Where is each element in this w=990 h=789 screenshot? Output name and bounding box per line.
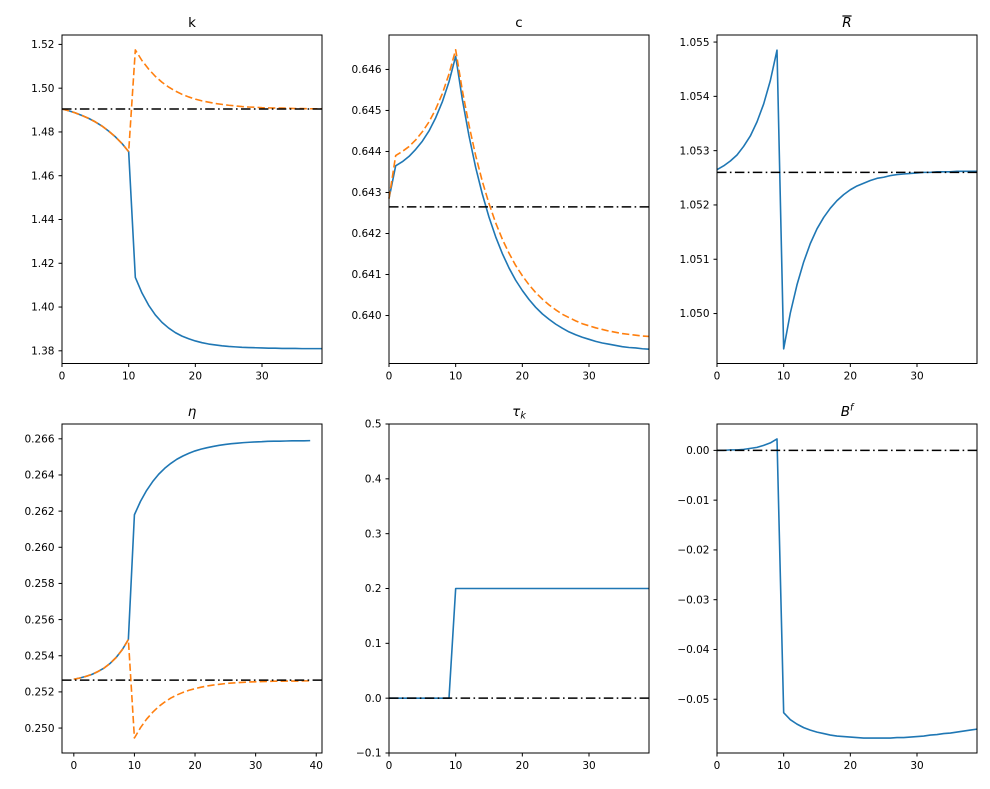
subplot-c: 0 10 20 30 0.640 0.641 0.642 0.643 0.644 0.645 0.6…	[351, 15, 650, 383]
y-tick-label: 1.053	[679, 145, 709, 157]
x-tick-label: 10	[777, 371, 790, 383]
x-tick-label: 0	[70, 760, 77, 772]
x-tick-label: 10	[449, 760, 462, 772]
x-tick-label: 30	[249, 760, 262, 772]
x-tick-label: 10	[777, 760, 790, 772]
series-dashed-path	[73, 638, 311, 739]
axes-spines	[716, 34, 978, 364]
x-tick-label: 20	[516, 760, 529, 772]
x-tick-label: 20	[189, 371, 202, 383]
y-tick-label: 0.644	[351, 146, 381, 158]
x-tick-label: 30	[255, 371, 268, 383]
y-tick-label: 1.052	[679, 200, 709, 212]
y-tick-label: 0.254	[24, 650, 54, 662]
y-tick-label: 1.054	[679, 91, 709, 103]
series-solid-path	[73, 439, 311, 681]
x-tick-label: 30	[910, 371, 923, 383]
series-dashed-path	[61, 49, 322, 153]
y-tick-label: 1.051	[679, 254, 709, 266]
x-tick-label: 10	[449, 371, 462, 383]
axes-spines	[716, 423, 978, 754]
x-tick-label: 10	[122, 371, 135, 383]
x-tick-label: 20	[516, 371, 529, 383]
subplot-title-k: k	[188, 15, 196, 31]
y-tick-label: 0.00	[686, 445, 709, 457]
series-solid-path	[716, 49, 977, 350]
y-tick-label: 0.646	[351, 64, 381, 76]
x-tick-label: 30	[582, 760, 595, 772]
x-tick-label: 0	[59, 371, 66, 383]
y-tick-label: 0.260	[24, 542, 54, 554]
series-solid-path	[388, 55, 650, 350]
x-tick-label: 0	[714, 371, 721, 383]
y-tick-label: 1.40	[31, 302, 54, 314]
y-tick-label: 0.643	[351, 187, 381, 199]
y-tick-label: −0.01	[677, 495, 709, 507]
y-tick-label: 0.5	[365, 419, 382, 431]
x-tick-label: 30	[910, 760, 923, 772]
y-tick-label: 0.266	[24, 434, 54, 446]
y-tick-label: 0.250	[24, 723, 54, 735]
y-tick-label: −0.1	[356, 748, 382, 760]
y-tick-label: 0.252	[24, 687, 54, 699]
x-tick-label: 0	[386, 760, 393, 772]
subplot-title-tau_k: τk	[512, 404, 526, 422]
y-tick-label: 0.3	[365, 528, 382, 540]
y-tick-label: 1.055	[679, 37, 709, 49]
y-tick-label: 1.44	[31, 214, 55, 226]
y-tick-label: 0.0	[365, 693, 382, 705]
subplot-title-eta: η	[188, 404, 197, 420]
y-tick-label: 0.641	[351, 269, 381, 281]
x-tick-label: 20	[188, 760, 201, 772]
axes-spines	[61, 34, 323, 364]
series-solid-path	[61, 108, 322, 350]
axes-spines	[61, 423, 323, 754]
y-tick-label: 0.258	[24, 578, 54, 590]
y-tick-label: −0.04	[677, 644, 709, 656]
y-tick-label: 1.52	[31, 39, 54, 51]
x-tick-label: 0	[714, 760, 721, 772]
x-tick-label: 40	[310, 760, 323, 772]
y-tick-label: 1.46	[31, 170, 55, 182]
y-tick-label: 0.1	[365, 638, 382, 650]
y-tick-label: −0.05	[677, 694, 709, 706]
subplot-title-Rbar: R	[842, 15, 851, 31]
y-tick-label: 0.4	[365, 474, 382, 486]
y-tick-label: 1.48	[31, 127, 54, 139]
y-tick-label: 1.42	[31, 258, 54, 270]
series-solid-path	[717, 438, 978, 739]
y-tick-label: −0.02	[677, 545, 709, 557]
y-tick-label: −0.03	[677, 594, 709, 606]
series-dashed-path	[388, 48, 650, 338]
subplot-eta: 0 10 20 30 40 0.250 0.252 0.254 0.256 0.258 0.260 0…	[24, 404, 322, 772]
x-tick-label: 30	[582, 371, 595, 383]
subplot-title-Bf: Bf	[841, 403, 855, 421]
y-tick-label: 1.50	[31, 83, 54, 95]
y-tick-label: 0.2	[365, 583, 382, 595]
y-tick-label: 1.38	[31, 346, 54, 358]
x-tick-label: 20	[844, 371, 857, 383]
subplot-k: 0 10 20 30 1.38 1.40 1.42 1.44 1.46 1.48 1.50 1.52 k	[31, 15, 323, 383]
series-solid-path	[389, 587, 649, 699]
y-tick-label: 1.050	[679, 308, 709, 320]
x-tick-label: 10	[128, 760, 141, 772]
y-tick-label: 0.264	[24, 470, 54, 482]
axes-spines	[388, 34, 650, 364]
y-tick-label: 0.262	[24, 506, 54, 518]
y-tick-label: 0.640	[351, 310, 381, 322]
y-tick-label: 0.256	[24, 614, 54, 626]
subplot-Bf: 0 10 20 30 −0.05 −0.04 −0.03 −0.02 −0.01 0.00 Bf	[677, 403, 978, 772]
subplot-tau_k: 0 10 20 30 −0.1 0.0 0.1 0.2 0.3 0.4 0.5 τk	[356, 404, 650, 772]
y-tick-label: 0.642	[351, 228, 381, 240]
x-tick-label: 20	[844, 760, 857, 772]
y-tick-label: 0.645	[351, 105, 381, 117]
x-tick-label: 0	[386, 371, 393, 383]
subplot-Rbar: 0 10 20 30 1.050 1.051 1.052 1.053 1.054 1.055 R	[679, 15, 978, 383]
subplot-title-c: c	[515, 15, 522, 31]
